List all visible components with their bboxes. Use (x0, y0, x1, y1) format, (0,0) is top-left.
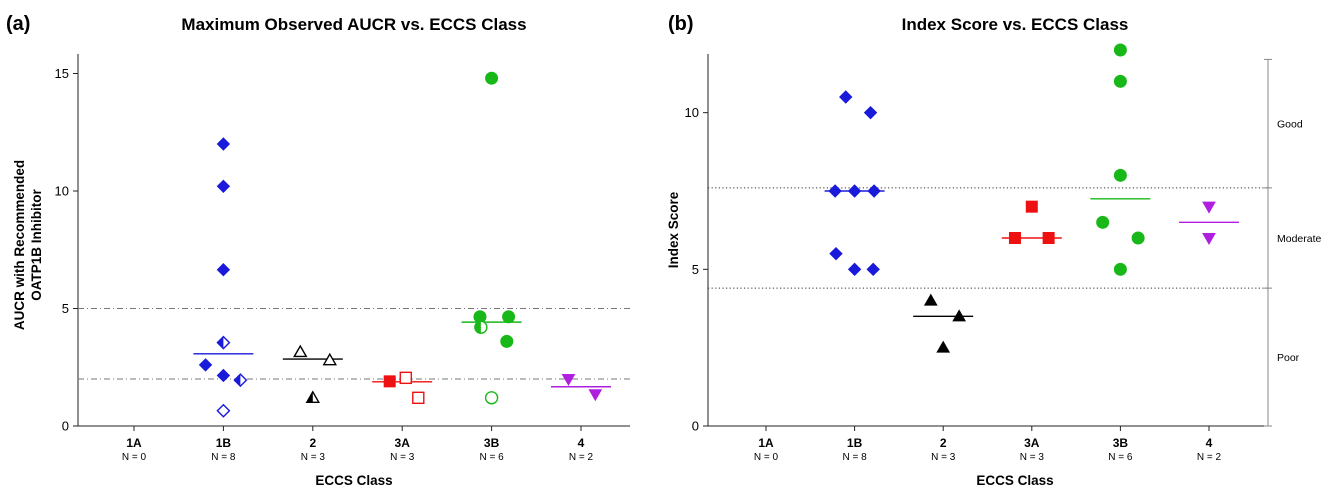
x-tick-label: 2 (940, 436, 947, 450)
data-point (867, 184, 881, 198)
data-point (936, 340, 951, 353)
panel-a: (a) Maximum Observed AUCR vs. ECCS Class… (6, 13, 630, 488)
panel-b-ylabel: Index Score (666, 191, 681, 268)
data-point (952, 309, 967, 322)
n-label: N = 8 (211, 452, 236, 463)
n-label: N = 0 (122, 452, 147, 463)
x-tick-label: 1A (758, 436, 774, 450)
data-point (216, 403, 231, 418)
x-tick-label: 3B (484, 436, 500, 450)
data-point-half-fill (234, 374, 241, 387)
x-tick-label: 3A (1024, 436, 1040, 450)
data-point (216, 263, 231, 277)
x-tick-label: 3B (1113, 436, 1129, 450)
data-point (500, 334, 514, 348)
data-point (1113, 168, 1127, 182)
data-point-half-fill (474, 321, 481, 334)
n-label: N = 0 (754, 452, 779, 463)
data-point (847, 184, 862, 198)
data-point (502, 310, 516, 324)
data-point (198, 358, 213, 372)
x-tick-label: 1A (126, 436, 142, 450)
data-point (1113, 74, 1127, 88)
y-tick-label: 5 (62, 301, 69, 316)
band-label-poor: Poor (1277, 352, 1300, 364)
data-point (484, 391, 499, 405)
data-point (293, 344, 308, 358)
panel-b-title: Index Score vs. ECCS Class (902, 15, 1129, 34)
y-tick-label: 10 (685, 105, 699, 120)
x-tick-label: 1B (847, 436, 863, 450)
data-point (1042, 232, 1055, 244)
y-tick-label: 10 (55, 184, 69, 199)
data-point (1113, 43, 1127, 57)
data-point (829, 246, 843, 261)
panel-b-xlabel: ECCS Class (976, 473, 1053, 488)
data-point (847, 262, 862, 277)
n-label: N = 2 (569, 452, 594, 463)
band-label-good: Good (1277, 119, 1303, 131)
panel-a-ylabel-line1: AUCR with Recommended (12, 160, 27, 330)
n-label: N = 3 (1020, 452, 1045, 463)
data-point (1202, 233, 1216, 246)
n-label: N = 8 (843, 452, 868, 463)
panel-a-label: (a) (6, 13, 30, 35)
x-tick-label: 1B (216, 436, 232, 450)
panel-a-xlabel: ECCS Class (315, 473, 392, 488)
panel-a-ylabel-line2: OATP1B Inhibitor (29, 189, 44, 301)
x-tick-label: 2 (309, 436, 316, 450)
data-point (923, 293, 938, 306)
n-label: N = 3 (390, 452, 415, 463)
x-tick-label: 3A (395, 436, 411, 450)
n-label: N = 6 (480, 452, 505, 463)
x-tick-label: 4 (578, 436, 585, 450)
data-point (866, 262, 880, 277)
data-point (828, 184, 842, 198)
panel-b-label: (b) (668, 13, 694, 35)
data-point (399, 371, 412, 385)
y-tick-label: 15 (55, 66, 69, 81)
data-point (412, 391, 425, 404)
data-point (485, 71, 499, 85)
panel-a-title: Maximum Observed AUCR vs. ECCS Class (181, 15, 526, 34)
data-point-half-fill (306, 391, 313, 403)
data-point-half-fill (217, 336, 224, 349)
data-point (216, 368, 231, 383)
band-label-moderate: Moderate (1277, 233, 1322, 245)
data-point (1008, 232, 1021, 244)
data-point (216, 137, 231, 151)
data-point (839, 90, 853, 104)
data-point (1113, 262, 1127, 276)
data-point (383, 375, 396, 388)
data-point (1202, 201, 1216, 214)
data-point (1025, 200, 1038, 213)
n-label: N = 2 (1197, 452, 1222, 463)
n-label: N = 6 (1108, 452, 1133, 463)
n-label: N = 3 (931, 452, 956, 463)
data-point (863, 105, 878, 120)
x-tick-label: 4 (1206, 436, 1213, 450)
data-point (588, 389, 603, 402)
data-point (1131, 231, 1145, 245)
panel-b: (b) Index Score vs. ECCS Class Index Sco… (666, 13, 1322, 488)
data-point (1096, 215, 1110, 229)
y-tick-label: 5 (692, 262, 699, 277)
data-point (561, 374, 576, 387)
data-point (322, 352, 337, 366)
data-point (216, 179, 231, 194)
n-label: N = 3 (301, 452, 326, 463)
y-tick-label: 0 (692, 419, 699, 434)
y-tick-label: 0 (62, 419, 69, 434)
